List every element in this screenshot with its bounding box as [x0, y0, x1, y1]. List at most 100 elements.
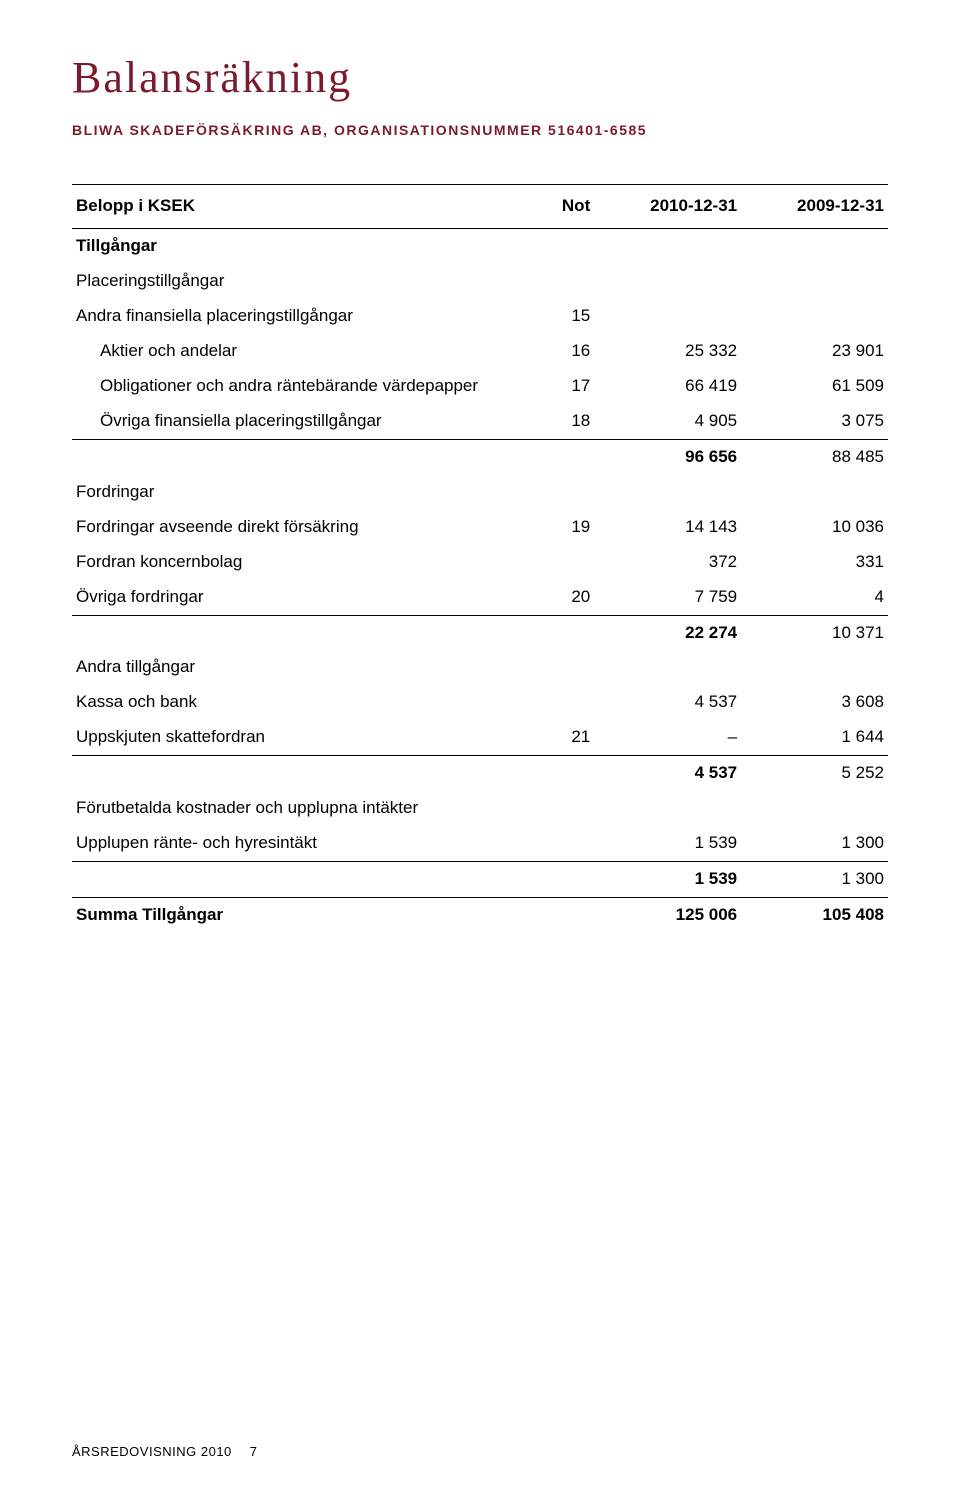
row-not: 15: [513, 299, 595, 334]
row-label: Summa Tillgångar: [72, 898, 513, 933]
row-not: [513, 862, 595, 898]
row-not: [513, 615, 595, 650]
row-y1: 96 656: [594, 439, 741, 474]
table-row: 4 5375 252: [72, 756, 888, 791]
table-row: 22 27410 371: [72, 615, 888, 650]
row-label: Andra tillgångar: [72, 650, 513, 685]
row-label: Övriga finansiella placeringstillgångar: [72, 404, 513, 439]
row-not: 21: [513, 720, 595, 755]
table-row: 96 65688 485: [72, 439, 888, 474]
row-label: Fordran koncernbolag: [72, 545, 513, 580]
row-label: [72, 756, 513, 791]
row-y1: 1 539: [594, 826, 741, 861]
row-y2: 23 901: [741, 334, 888, 369]
page-subtitle: BLIWA SKADEFÖRSÄKRING AB, ORGANISATIONSN…: [72, 121, 888, 140]
header-label: Belopp i KSEK: [72, 185, 513, 229]
table-row: Uppskjuten skattefordran21–1 644: [72, 720, 888, 755]
row-label: Förutbetalda kostnader och upplupna intä…: [72, 791, 513, 826]
row-label: Uppskjuten skattefordran: [72, 720, 513, 755]
row-y1: [594, 299, 741, 334]
subtitle-prefix: BLIWA SKADEFÖRSÄKRING AB, ORGANISATIONSN…: [72, 122, 548, 138]
row-not: 18: [513, 404, 595, 439]
row-y2: 61 509: [741, 369, 888, 404]
row-label: [72, 615, 513, 650]
table-row: Andra tillgångar: [72, 650, 888, 685]
row-label: Placeringstillgångar: [72, 264, 513, 299]
row-y1: 14 143: [594, 510, 741, 545]
row-label: Tillgångar: [72, 229, 513, 264]
row-label: [72, 862, 513, 898]
row-label: Fordringar avseende direkt försäkring: [72, 510, 513, 545]
table-row: Förutbetalda kostnader och upplupna intä…: [72, 791, 888, 826]
footer-label: ÅRSREDOVISNING 2010: [72, 1443, 232, 1461]
row-not: [513, 756, 595, 791]
row-not: [513, 264, 595, 299]
table-row: Aktier och andelar1625 33223 901: [72, 334, 888, 369]
table-row: 1 5391 300: [72, 862, 888, 898]
table-row: Kassa och bank4 5373 608: [72, 685, 888, 720]
row-y2: 1 644: [741, 720, 888, 755]
row-label: Aktier och andelar: [72, 334, 513, 369]
row-not: [513, 545, 595, 580]
row-y1: [594, 650, 741, 685]
row-not: [513, 791, 595, 826]
row-not: [513, 685, 595, 720]
row-y1: 25 332: [594, 334, 741, 369]
row-y2: [741, 650, 888, 685]
table-row: Övriga fordringar207 7594: [72, 580, 888, 615]
row-not: 16: [513, 334, 595, 369]
row-y1: 7 759: [594, 580, 741, 615]
table-row: Obligationer och andra räntebärande värd…: [72, 369, 888, 404]
row-label: Upplupen ränte- och hyresintäkt: [72, 826, 513, 861]
row-y1: 4 905: [594, 404, 741, 439]
row-y1: [594, 475, 741, 510]
page-footer: ÅRSREDOVISNING 2010 7: [72, 1443, 888, 1461]
page-title: Balansräkning: [72, 48, 888, 107]
row-not: 17: [513, 369, 595, 404]
row-y1: 4 537: [594, 756, 741, 791]
row-label: Obligationer och andra räntebärande värd…: [72, 369, 513, 404]
table-row: Tillgångar: [72, 229, 888, 264]
row-not: 20: [513, 580, 595, 615]
row-y2: 105 408: [741, 898, 888, 933]
table-row: Fordringar avseende direkt försäkring191…: [72, 510, 888, 545]
row-y2: 10 371: [741, 615, 888, 650]
footer-page-number: 7: [250, 1443, 258, 1461]
row-y1: 66 419: [594, 369, 741, 404]
row-y2: 88 485: [741, 439, 888, 474]
header-y1: 2010-12-31: [594, 185, 741, 229]
row-y2: 4: [741, 580, 888, 615]
table-body: TillgångarPlaceringstillgångarAndra fina…: [72, 229, 888, 933]
row-not: [513, 475, 595, 510]
row-not: [513, 826, 595, 861]
row-y2: [741, 791, 888, 826]
page: Balansräkning BLIWA SKADEFÖRSÄKRING AB, …: [0, 0, 960, 1501]
row-y1: 4 537: [594, 685, 741, 720]
row-y1: [594, 264, 741, 299]
row-y2: 1 300: [741, 862, 888, 898]
table-header-row: Belopp i KSEK Not 2010-12-31 2009-12-31: [72, 185, 888, 229]
row-y2: 10 036: [741, 510, 888, 545]
row-y2: [741, 299, 888, 334]
table-row: Placeringstillgångar: [72, 264, 888, 299]
row-y2: 3 075: [741, 404, 888, 439]
row-y2: 3 608: [741, 685, 888, 720]
header-not: Not: [513, 185, 595, 229]
row-not: [513, 898, 595, 933]
row-label: [72, 439, 513, 474]
row-y1: [594, 791, 741, 826]
row-y1: –: [594, 720, 741, 755]
row-y2: 5 252: [741, 756, 888, 791]
table-row: Upplupen ränte- och hyresintäkt 1 5391 30…: [72, 826, 888, 861]
row-y2: [741, 475, 888, 510]
row-y1: [594, 229, 741, 264]
row-label: Andra finansiella placeringstillgångar: [72, 299, 513, 334]
subtitle-orgnr: 516401-6585: [548, 122, 647, 138]
row-y2: 1 300: [741, 826, 888, 861]
row-y1: 22 274: [594, 615, 741, 650]
row-y1: 125 006: [594, 898, 741, 933]
header-y2: 2009-12-31: [741, 185, 888, 229]
table-row: Summa Tillgångar 125 006105 408: [72, 898, 888, 933]
row-y1: 1 539: [594, 862, 741, 898]
row-label: Övriga fordringar: [72, 580, 513, 615]
